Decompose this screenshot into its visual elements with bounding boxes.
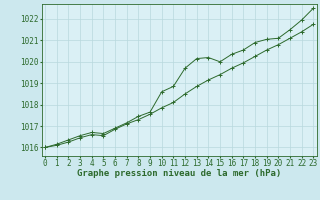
X-axis label: Graphe pression niveau de la mer (hPa): Graphe pression niveau de la mer (hPa) [77,169,281,178]
